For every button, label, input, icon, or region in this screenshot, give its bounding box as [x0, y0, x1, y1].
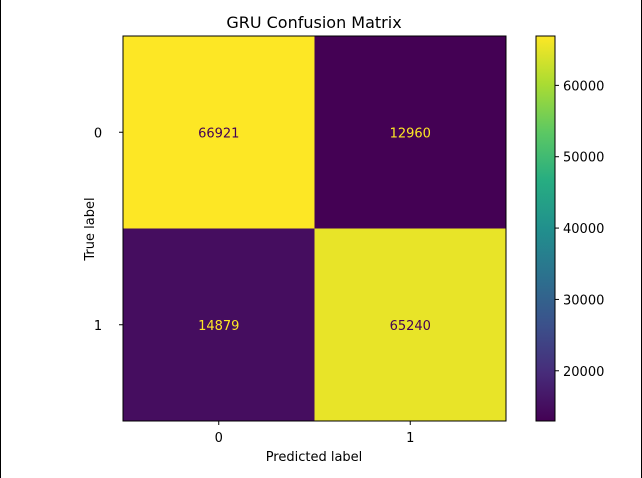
x-axis-label: Predicted label — [266, 450, 363, 465]
y-axis-label: True label — [83, 197, 98, 261]
cell-value-0-0: 66921 — [198, 126, 239, 141]
x-tick-label-1: 1 — [406, 431, 414, 446]
y-tick-label-1: 1 — [94, 319, 102, 334]
heatmap-cell-labels: 66921 12960 14879 65240 — [198, 126, 431, 334]
colorbar-tick-label-4: 60000 — [563, 79, 604, 94]
colorbar-ticks: 20000 30000 40000 50000 60000 — [555, 79, 604, 380]
left-frame-edge — [0, 0, 1, 478]
colorbar — [535, 35, 556, 422]
colorbar-tick-label-1: 30000 — [563, 293, 604, 308]
heatmap-cell-0-0 — [123, 36, 315, 229]
heatmap-cell-0-1 — [314, 36, 507, 229]
y-axis-ticks: 01 — [94, 126, 123, 334]
heatmap-frame — [122, 35, 507, 422]
colorbar-tick-label-2: 40000 — [563, 222, 604, 237]
colorbar-tick-label-0: 20000 — [563, 365, 604, 380]
cell-value-1-0: 14879 — [198, 319, 239, 334]
y-tick-label-0: 0 — [94, 126, 102, 141]
x-tick-label-0: 0 — [215, 431, 223, 446]
cell-value-0-1: 12960 — [390, 126, 431, 141]
cell-value-1-1: 65240 — [390, 319, 431, 334]
heatmap-cell-1-1 — [314, 228, 507, 422]
chart-title: GRU Confusion Matrix — [226, 13, 401, 32]
heatmap-cell-1-0 — [123, 228, 315, 422]
heatmap-cells — [123, 36, 507, 422]
colorbar-tick-label-3: 50000 — [563, 151, 604, 166]
